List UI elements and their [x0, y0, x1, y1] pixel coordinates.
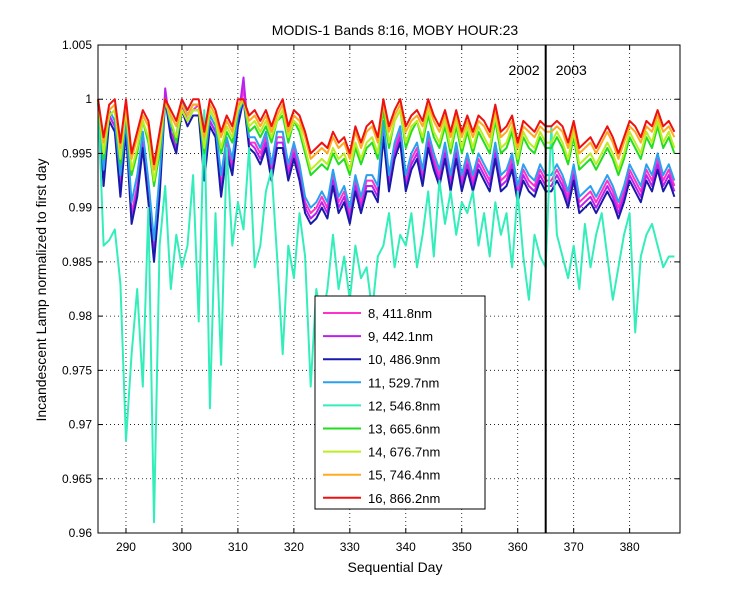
y-tick-label: 0.985 [62, 255, 92, 269]
plot-area-frame [97, 44, 681, 534]
legend-label-band-15: 15, 746.4nm [368, 468, 440, 483]
x-tick-label: 340 [396, 540, 416, 554]
series-line-band-16 [97, 98, 676, 166]
series-line-band-15 [97, 98, 676, 171]
x-tick-label: 290 [116, 540, 136, 554]
y-tick-label: 0.99 [69, 201, 93, 215]
chart-title: MODIS-1 Bands 8:16, MOBY HOUR:23 [272, 22, 519, 38]
y-tick-label: 0.975 [62, 363, 92, 377]
series-lines [97, 76, 676, 524]
x-tick-label: 350 [452, 540, 472, 554]
year-label-2002: 2002 [509, 62, 540, 78]
x-tick-label: 320 [284, 540, 304, 554]
x-tick-label: 380 [620, 540, 640, 554]
year-label-2003: 2003 [556, 62, 587, 78]
legend-label-band-14: 14, 676.7nm [368, 445, 440, 460]
x-tick-label: 370 [564, 540, 584, 554]
x-tick-label: 360 [508, 540, 528, 554]
legend-label-band-13: 13, 665.6nm [368, 422, 440, 437]
y-tick-label: 1 [85, 92, 92, 106]
legend-label-band-8: 8, 411.8nm [368, 306, 432, 321]
x-tick-label: 310 [228, 540, 248, 554]
y-tick-label: 0.965 [62, 472, 92, 486]
legend-label-band-12: 12, 546.8nm [368, 398, 440, 413]
grid-lines [98, 45, 680, 533]
legend-label-band-9: 9, 442.1nm [368, 329, 433, 344]
x-tick-label: 330 [340, 540, 360, 554]
legend-label-band-10: 10, 486.9nm [368, 352, 440, 367]
series-line-band-12 [97, 99, 675, 524]
y-axis-label: Incandescent Lamp normalized to first da… [33, 158, 49, 421]
y-tick-label: 0.96 [69, 526, 93, 540]
series-line-band-10 [97, 98, 676, 263]
y-tick-label: 0.98 [69, 309, 93, 323]
y-tick-label: 0.995 [62, 146, 92, 160]
legend-box [314, 295, 486, 510]
legend-label-band-11: 11, 529.7nm [368, 375, 439, 390]
legend-label-band-16: 16, 866.2nm [368, 491, 440, 506]
axis-ticks: 0.96 0.965 0.97 0.975 0.98 0.985 0.99 0.995 1 1.0… [62, 38, 680, 554]
x-axis-label: Sequential Day [348, 559, 443, 575]
x-tick-label: 300 [172, 540, 192, 554]
y-tick-label: 0.97 [69, 418, 93, 432]
y-tick-label: 1.005 [62, 38, 92, 52]
legend: 8, 411.8nm 9, 442.1nm 10, 486.9nm 11, 529.7… [314, 295, 486, 510]
